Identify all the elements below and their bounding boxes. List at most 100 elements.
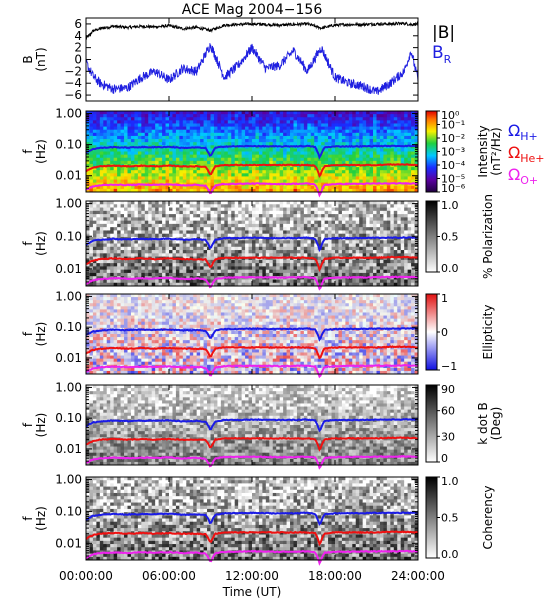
- y-tick-label: 1.00: [55, 197, 82, 211]
- colorbar-tick-label: 90: [441, 383, 455, 396]
- y-tick-label: 1.00: [55, 380, 82, 394]
- gyrofrequency-legend: ΩH+ΩHe+ΩO+: [508, 121, 545, 187]
- gyro-he-plus-line: [85, 162, 419, 178]
- y-axis-label: f(Hz): [21, 413, 48, 438]
- y-tick-label: 0.10: [55, 411, 82, 425]
- gyro-h-plus-line: [85, 236, 419, 253]
- colorbar-label: k dot B: [476, 402, 490, 444]
- legend-omega-h-plus: ΩH+: [508, 121, 538, 143]
- y-label-line-1: f: [21, 149, 35, 154]
- colorbar-tick-label: 10⁻⁵: [441, 173, 465, 186]
- legend-b-total: |B|: [432, 23, 455, 43]
- figure-title: ACE Mag 2004−156: [182, 2, 323, 18]
- y-tick-label: 0.10: [55, 229, 82, 243]
- y-label-line-2: (Hz): [34, 413, 48, 438]
- gyro-h-plus-line: [85, 144, 419, 160]
- y-tick-label: 0.01: [55, 169, 82, 183]
- gyro-he-plus-line: [85, 255, 419, 273]
- gyro-h-plus-line: [85, 511, 419, 526]
- y-tick-label: 0.10: [55, 320, 82, 334]
- colorbar-tick-label: 0.5: [441, 512, 459, 525]
- legend-omega-symbol: Ω: [508, 165, 520, 184]
- y-tick-label: 0.01: [55, 351, 82, 365]
- x-axis-label: Time (UT): [222, 585, 282, 599]
- legend-b-r: BR: [432, 43, 452, 66]
- colorbar-tick-label: 60: [441, 405, 455, 418]
- colorbar-tick-label: −1: [441, 360, 457, 373]
- x-tick-label: 12:00:00: [225, 569, 279, 583]
- y-axis-label: B(nT): [21, 47, 48, 71]
- legend-omega-he-plus: ΩHe+: [508, 143, 545, 165]
- spectrogram-cells: [86, 201, 419, 287]
- colorbar-tick-label: 10⁻¹: [441, 119, 465, 132]
- gyro-he-plus-line: [85, 530, 419, 547]
- x-tick-label: 00:00:00: [59, 569, 113, 583]
- y-label-line-2: (Hz): [34, 139, 48, 164]
- colorbar-tick-label: 1.0: [441, 475, 459, 488]
- y-tick-label: 1.00: [55, 106, 82, 120]
- y-tick-label: 4: [74, 29, 82, 43]
- colorbar-tick-label: 0: [441, 326, 448, 339]
- colorbar-tick-label: 10⁰: [441, 109, 460, 122]
- gyro-o-plus-line: [85, 181, 419, 198]
- y-label-line-2: (Hz): [34, 322, 48, 347]
- y-tick-label: 2: [74, 41, 82, 55]
- legend-omega-subscript: He+: [520, 152, 544, 165]
- colorbar-tick-label: 0.0: [441, 548, 459, 561]
- y-axis-label: f(Hz): [21, 322, 48, 347]
- y-tick-label: 0.10: [55, 138, 82, 152]
- colorbar-tick-label: 10⁻²: [441, 132, 465, 145]
- colorbar-tick-label: 1: [441, 292, 448, 305]
- y-axis-label: f(Hz): [21, 231, 48, 256]
- y-tick-label: 0.10: [55, 504, 82, 518]
- colorbar-label: Intensity: [476, 125, 490, 177]
- legend-omega-subscript: H+: [520, 130, 538, 143]
- polarization-spectrogram: 1.00 0.10 0.01 f(Hz) 1.0 0.5 0.0 % Polarization: [21, 194, 495, 291]
- colorbar: [425, 384, 438, 463]
- spectrogram-cells: [86, 385, 419, 466]
- colorbar-label: Coherency: [481, 485, 495, 549]
- series-line-br: [85, 43, 419, 95]
- colorbar-tick-label: 10⁻³: [441, 146, 465, 159]
- x-tick-label: 06:00:00: [142, 569, 196, 583]
- colorbar-units: (nT²/Hz): [489, 127, 503, 175]
- spectrogram-cells: [86, 111, 419, 193]
- y-tick-label: 1.00: [55, 473, 82, 487]
- colorbar: [425, 110, 438, 193]
- ellipticity-spectrogram: 1.00 0.10 0.01 f(Hz) 1 0 −1 Ellipticity: [21, 289, 495, 379]
- spectrogram-cells: [86, 294, 419, 375]
- y-tick-label: 0.01: [55, 442, 82, 456]
- colorbar-tick-label: 1.0: [441, 199, 459, 212]
- x-tick-labels: 00:00:00 06:00:00 12:00:00 18:00:00 24:00:00: [59, 569, 445, 583]
- y-label-line-2: (Hz): [34, 231, 48, 256]
- y-label-line-2: (Hz): [34, 506, 48, 531]
- y-label-line-1: f: [21, 241, 35, 246]
- y-tick-label: −4: [64, 76, 82, 90]
- x-tick-label: 18:00:00: [308, 569, 362, 583]
- legend-b-r-main: B: [432, 43, 444, 63]
- y-label-line-1: f: [21, 516, 35, 521]
- y-tick-label: −6: [64, 88, 82, 102]
- legend-omega-o-plus: ΩO+: [508, 165, 538, 187]
- legend-omega-subscript: O+: [520, 174, 538, 187]
- kdotb-spectrogram: 1.00 0.10 0.01 f(Hz) 90 60 30 0 k dot B (Deg): [21, 380, 503, 470]
- spectrogram-cells: [86, 477, 419, 561]
- gyro-o-plus-line: [85, 363, 419, 379]
- y-label-line-2: (nT): [34, 47, 48, 71]
- y-tick-label: 0.01: [55, 536, 82, 550]
- gyro-he-plus-line: [85, 436, 419, 452]
- legend-omega-symbol: Ω: [508, 121, 520, 140]
- colorbar-label: % Polarization: [481, 194, 495, 279]
- gyro-o-plus-line: [85, 275, 419, 291]
- series-line-b: [85, 21, 419, 41]
- colorbar-label: Ellipticity: [481, 305, 495, 360]
- gyro-h-plus-line: [85, 327, 419, 342]
- y-label-line-1: f: [21, 422, 35, 427]
- colorbar-tick-label: 10⁻⁶: [441, 182, 466, 195]
- y-tick-label: −2: [64, 64, 82, 78]
- gyro-h-plus-line: [85, 418, 418, 433]
- y-axis-label: f(Hz): [21, 506, 48, 531]
- colorbar-tick-label: 0.0: [441, 262, 459, 275]
